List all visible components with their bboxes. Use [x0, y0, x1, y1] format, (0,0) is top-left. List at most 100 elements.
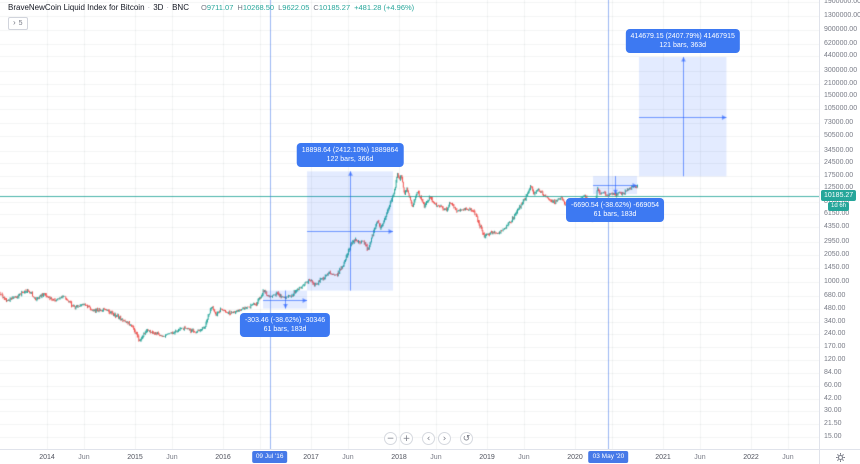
gear-icon	[836, 453, 845, 462]
symbol-title-row: BraveNewCoin Liquid Index for Bitcoin · 3D…	[8, 3, 414, 12]
price-axis-tick: 340.00	[824, 317, 846, 325]
time-axis-tick: 2019	[479, 454, 495, 461]
zoom-out-button[interactable]: −	[384, 432, 397, 445]
open-label: O	[200, 3, 207, 12]
ohlc-readout: O9711.07 H10268.50 L9622.05 C10185.27 +481.2…	[197, 3, 414, 12]
reset-chart-button[interactable]: ↺	[460, 432, 473, 445]
measure-bar-range: 121 bars, 363d	[659, 42, 707, 50]
close-label: C	[313, 3, 319, 12]
time-axis[interactable]: 2014 Jun 2015 Jun 2016 2017 Jun 2018 Jun 2019 Jun 2…	[0, 449, 819, 464]
high-label: H	[237, 3, 243, 12]
time-axis-tick: Jun	[782, 454, 794, 461]
time-axis-tick: Jun	[430, 454, 442, 461]
price-axis-tick: 300000.00	[824, 66, 858, 74]
time-axis-tick: Jun	[166, 454, 178, 461]
price-axis-tick: 210000.00	[824, 79, 858, 87]
measure-price-range: 414679.15 (2407.79%) 41467915	[630, 33, 735, 41]
measure-price-range: -6690.54 (-38.62%) -669054	[571, 202, 660, 210]
time-axis-tick: 2022	[743, 454, 759, 461]
price-axis-tick: 42.00	[824, 394, 842, 402]
price-axis-tick: 50500.00	[824, 132, 854, 140]
price-axis-tick: 4350.00	[824, 223, 850, 231]
price-axis-tick: 34500.00	[824, 146, 854, 154]
price-axis-tick: 170.00	[824, 343, 846, 351]
chart-pane: -303.46 (-38.62%) -30346 61 bars, 183d 188…	[0, 0, 819, 449]
chart-nav-toolbar: − + ‹ › ↺	[384, 432, 473, 445]
price-axis[interactable]: 15.00 21.50 30.00 42.00 60.00 84.00 120.00 170.…	[819, 0, 860, 449]
time-axis-tick: 2020	[567, 454, 583, 461]
bar-countdown-label: 1d 6h	[828, 202, 850, 212]
price-axis-tick: 620000.00	[824, 39, 858, 47]
price-axis-tick: 150000.00	[824, 92, 858, 100]
price-axis-tick: 2950.00	[824, 237, 850, 245]
price-axis-tick: 1900000.00	[824, 0, 860, 6]
price-axis-tick: 480.00	[824, 304, 846, 312]
price-axis-tick: 105000.00	[824, 105, 858, 113]
close-value: 10185.27	[318, 3, 351, 12]
price-axis-tick: 12500.00	[824, 184, 854, 192]
low-value: 9622.05	[282, 3, 310, 12]
measure-label-cycle-2021-projection[interactable]: 414679.15 (2407.79%) 41467915 121 bars, 3…	[625, 29, 740, 54]
price-axis-tick: 680.00	[824, 291, 846, 299]
time-axis-tick: 2018	[391, 454, 407, 461]
time-axis-tick: Jun	[518, 454, 530, 461]
price-axis-tick: 60.00	[824, 381, 842, 389]
countdown-value: 1d 6h	[831, 203, 847, 210]
separator-dot: ·	[147, 3, 151, 12]
time-axis-tick: 2017	[303, 454, 319, 461]
time-axis-tick: 2021	[655, 454, 671, 461]
price-axis-tick: 6150.00	[824, 210, 850, 218]
axis-settings-corner[interactable]	[819, 449, 860, 464]
price-axis-tick: 2050.00	[824, 251, 850, 259]
open-value: 9711.07	[206, 3, 234, 12]
pan-right-button[interactable]: ›	[438, 432, 451, 445]
price-axis-tick: 900000.00	[824, 25, 858, 33]
change-value: +481.28 (+4.96%)	[354, 3, 415, 12]
measure-price-range: 18898.64 (2412.10%) 1889864	[301, 147, 399, 155]
price-axis-tick: 24500.00	[824, 159, 854, 167]
low-label: L	[278, 3, 283, 12]
zoom-in-button[interactable]: +	[400, 432, 413, 445]
measure-label-cycle-2017-rally[interactable]: 18898.64 (2412.10%) 1889864 122 bars, 366…	[296, 143, 404, 168]
chart-legend: BraveNewCoin Liquid Index for Bitcoin · 3D…	[8, 3, 414, 30]
last-price-label: 10185.27	[821, 190, 857, 202]
price-axis-tick: 1450.00	[824, 263, 850, 271]
time-axis-tick: Jun	[78, 454, 90, 461]
price-axis-tick: 120.00	[824, 356, 846, 364]
price-axis-tick: 84.00	[824, 369, 842, 377]
chevron-right-icon: ›	[13, 18, 16, 27]
price-axis-tick: 15.00	[824, 433, 842, 440]
objects-count: 5	[18, 19, 23, 27]
measure-bar-range: 61 bars, 183d	[263, 325, 307, 333]
price-axis-tick: 440000.00	[824, 52, 858, 60]
high-value: 10268.50	[242, 3, 275, 12]
last-price-value: 10185.27	[824, 192, 854, 200]
separator-dot: ·	[166, 3, 170, 12]
price-axis-tick: 21.50	[824, 419, 842, 427]
price-axis-tick: 8700.00	[824, 197, 850, 205]
date-marker-badge[interactable]: 03 May '20	[588, 451, 629, 463]
price-axis-tick: 73000.00	[824, 118, 854, 126]
price-axis-tick: 30.00	[824, 407, 842, 415]
time-axis-tick: Jun	[694, 454, 706, 461]
time-axis-tick: 2014	[39, 454, 55, 461]
time-axis-tick: 2016	[215, 454, 231, 461]
pan-left-button[interactable]: ‹	[422, 432, 435, 445]
price-chart-canvas[interactable]	[0, 0, 819, 449]
measure-bar-range: 61 bars, 183d	[593, 211, 637, 219]
measure-label-halving-2020-drop[interactable]: -6690.54 (-38.62%) -669054 61 bars, 183d	[566, 198, 665, 223]
time-axis-tick: Jun	[342, 454, 354, 461]
measure-price-range: -303.46 (-38.62%) -30346	[244, 316, 326, 324]
interval-label[interactable]: 3D	[153, 3, 164, 12]
exchange-label[interactable]: BNC	[172, 3, 189, 12]
symbol-name[interactable]: BraveNewCoin Liquid Index for Bitcoin	[8, 3, 145, 12]
price-axis-tick: 1300000.00	[824, 12, 860, 20]
date-marker-badge[interactable]: 09 Jul '16	[251, 451, 288, 463]
price-axis-tick: 240.00	[824, 330, 846, 338]
time-axis-tick: 2015	[127, 454, 143, 461]
objects-tree-badge[interactable]: › 5	[8, 16, 28, 30]
price-axis-tick: 17500.00	[824, 171, 854, 179]
price-axis-tick: 1000.00	[824, 277, 850, 285]
measure-label-halving-2016-drop[interactable]: -303.46 (-38.62%) -30346 61 bars, 183d	[239, 312, 331, 337]
